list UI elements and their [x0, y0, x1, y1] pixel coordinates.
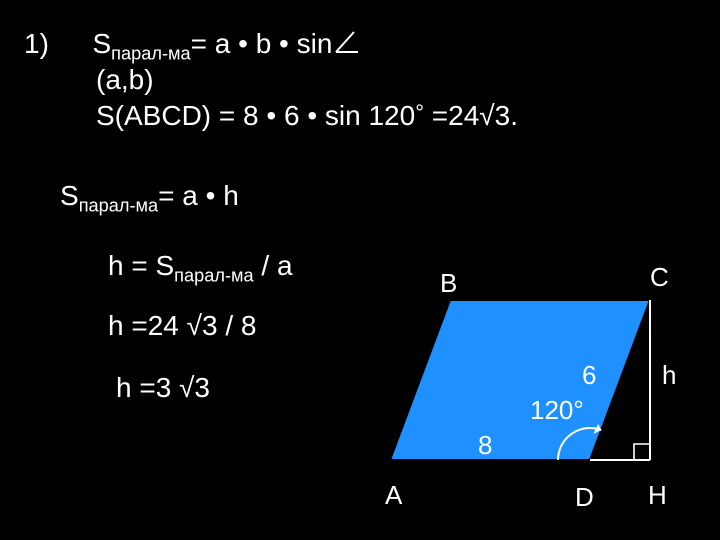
diagram-label-angle: 120° — [530, 395, 584, 426]
vertex-label-H: H — [648, 480, 667, 511]
diagram-label-side: 6 — [582, 360, 596, 391]
vertex-label-D: D — [575, 482, 594, 513]
vertex-label-A: A — [385, 480, 402, 511]
vertex-label-B: B — [440, 268, 457, 299]
vertex-label-C: C — [650, 262, 669, 293]
diagram-label-height: h — [662, 360, 676, 391]
diagram-label-base: 8 — [478, 430, 492, 461]
parallelogram-diagram — [0, 0, 720, 540]
